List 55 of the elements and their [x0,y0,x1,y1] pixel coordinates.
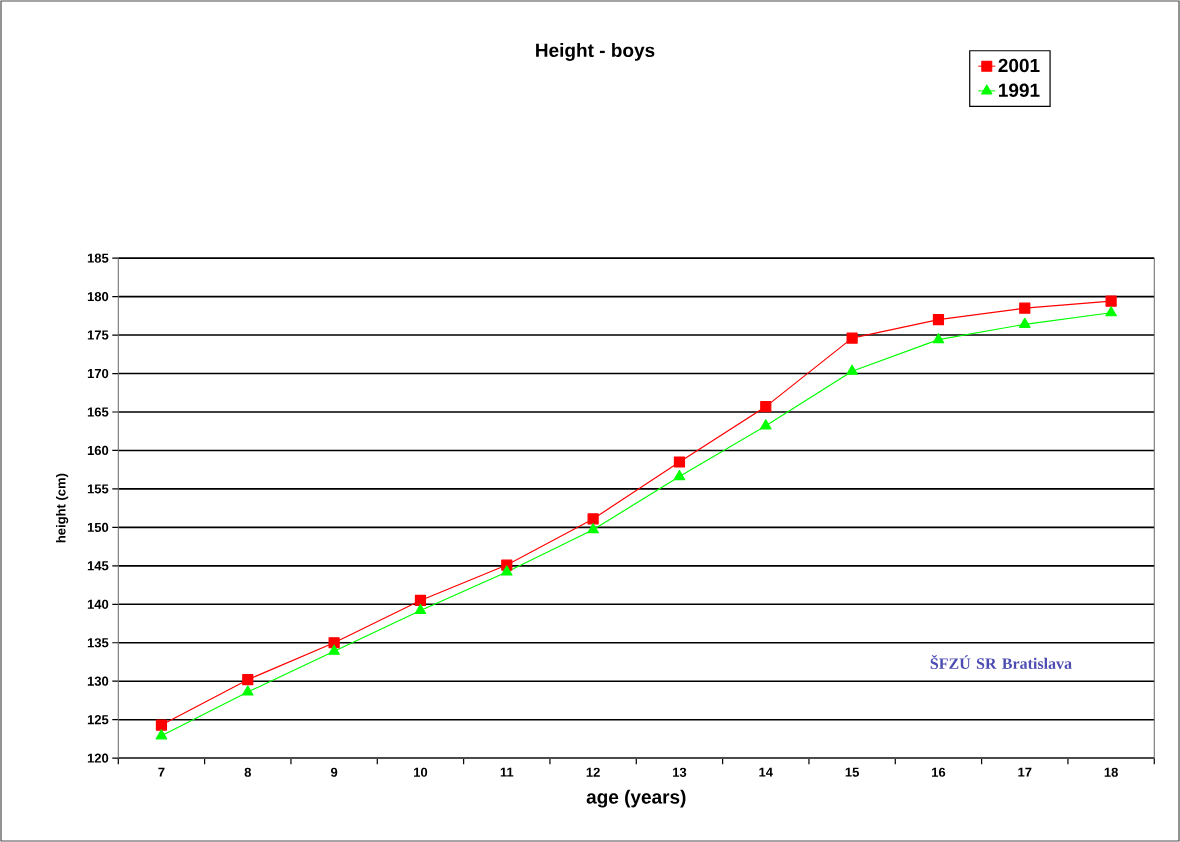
annotation: ŠFZÚ SR Bratislava [930,654,1072,670]
x-tick-label: 13 [673,767,687,777]
y-tick-label: 185 [87,253,109,263]
y-tick-label: 160 [87,445,109,456]
x-tick-label: 12 [586,767,600,777]
point [932,333,945,344]
x-tick-label: 16 [932,767,946,777]
legend-label: 1991 [998,83,1040,97]
x-axis-title: age (years) [586,789,686,808]
point [932,314,945,326]
point [673,456,686,468]
point [414,594,427,607]
x-tick-label: 17 [1018,767,1032,777]
x-tick-label: 7 [158,767,165,777]
chart-title: Height - boys [536,43,655,61]
y-tick-label: 155 [87,484,109,494]
point [673,470,686,481]
x-tick-label: 14 [759,767,773,777]
point [155,719,168,731]
point [328,644,340,655]
point [1105,306,1117,317]
y-tick-label: 145 [87,561,109,571]
point [155,729,168,740]
point [1105,295,1117,307]
x-tick-label: 8 [244,767,252,777]
y-tick-label: 150 [87,522,109,532]
x-tick-label: 11 [500,767,514,777]
y-tick-label: 120 [87,753,109,763]
x-tick-label: 9 [330,767,338,777]
point [1018,317,1031,328]
y-tick-label: 175 [87,330,109,340]
point [241,685,254,696]
y-tick-label: 165 [87,407,109,417]
point [500,565,513,576]
point [414,603,427,615]
y-tick-label: 170 [87,368,109,379]
point [587,513,599,525]
y-axis-title: height (cm) [56,473,69,543]
y-tick-label: 140 [87,599,109,609]
point [846,364,858,375]
x-tick-label: 15 [845,767,859,777]
point [242,674,254,686]
y-tick-label: 125 [87,715,109,725]
point [846,332,858,344]
point [1019,302,1031,314]
legend-label: 2001 [998,58,1040,73]
y-tick-label: 135 [87,638,109,648]
x-tick-label: 18 [1104,767,1118,777]
y-tick-label: 180 [87,292,109,302]
y-tick-label: 130 [87,676,109,686]
point [760,401,772,413]
point [759,419,772,430]
x-tick-label: 10 [414,767,428,777]
point [587,523,599,534]
point [328,637,340,649]
